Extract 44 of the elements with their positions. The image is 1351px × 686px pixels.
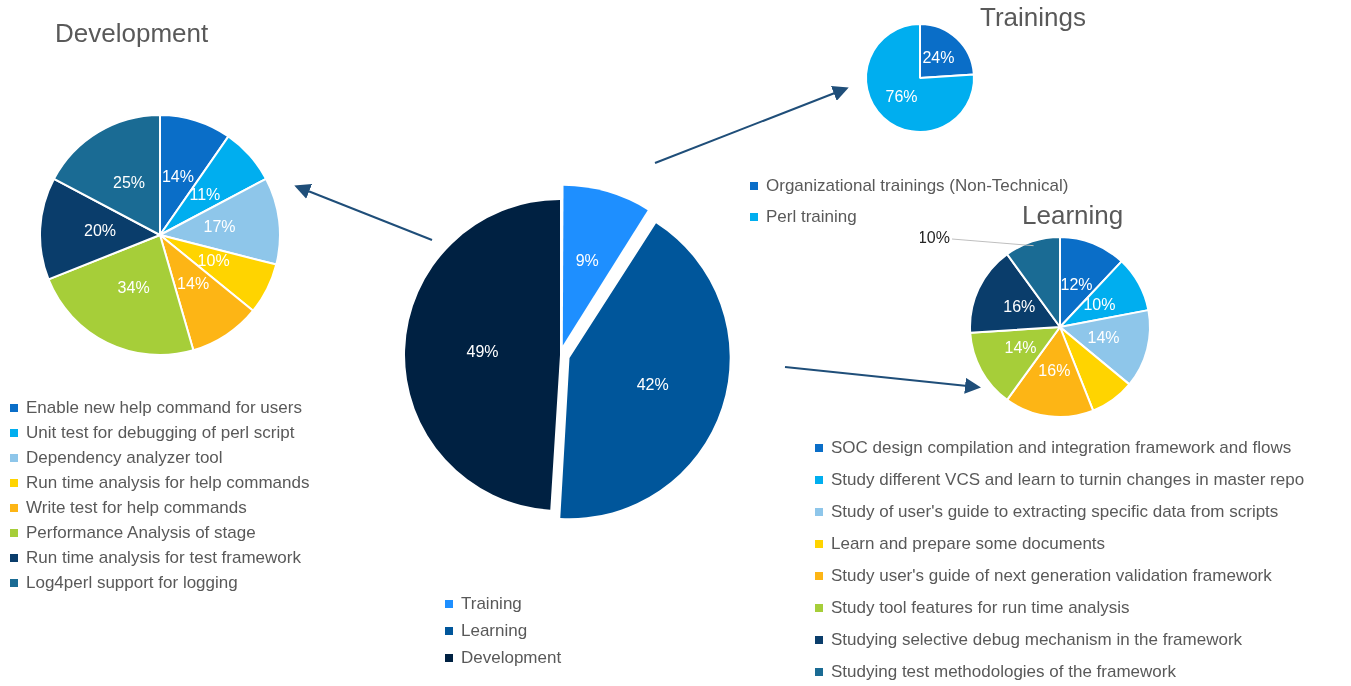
data-label: 10% bbox=[917, 229, 950, 247]
data-label: 76% bbox=[885, 88, 918, 106]
data-label: 24% bbox=[922, 48, 955, 66]
data-label: 12% bbox=[1060, 275, 1093, 293]
data-label: 10% bbox=[197, 252, 230, 270]
data-label: 42% bbox=[636, 375, 669, 393]
legend-label: Study different VCS and learn to turnin changes in master repo bbox=[831, 470, 1305, 490]
legend-label: Studying test methodologies of the framework bbox=[831, 662, 1176, 682]
legend-label: Write test for help commands bbox=[26, 497, 247, 518]
data-label: 34% bbox=[117, 279, 150, 297]
legend-label: Learning bbox=[461, 620, 528, 641]
legend-label: Enable new help command for users bbox=[26, 397, 302, 418]
chart-title: Development bbox=[55, 18, 209, 49]
legend-label: Training bbox=[461, 593, 522, 614]
data-label: 11% bbox=[189, 185, 221, 203]
legend-label: Unit test for debugging of perl script bbox=[26, 422, 295, 443]
legend-label: Study tool features for run time analysis bbox=[831, 598, 1130, 618]
legend-label: Study user's guide of next generation validation framework bbox=[831, 566, 1272, 586]
data-label: 20% bbox=[84, 222, 117, 240]
data-label: 14% bbox=[1004, 339, 1037, 357]
legend-label: Learn and prepare some documents bbox=[831, 534, 1106, 554]
data-label: 16% bbox=[1038, 362, 1071, 380]
data-label: 10% bbox=[1083, 295, 1116, 313]
legend-label: Dependency analyzer tool bbox=[26, 447, 223, 468]
data-label: 9% bbox=[575, 251, 599, 269]
data-label: 14% bbox=[1087, 328, 1120, 346]
data-label: 14% bbox=[177, 275, 210, 293]
data-label: 14% bbox=[161, 168, 194, 186]
legend-label: Study of user's guide to extracting specific data from scripts bbox=[831, 502, 1279, 522]
data-label: 17% bbox=[203, 218, 236, 236]
legend-label: Performance Analysis of stage bbox=[26, 522, 256, 543]
legend-label: SOC design compilation and integration framework and flows bbox=[831, 438, 1292, 458]
legend-label: Perl training bbox=[766, 206, 857, 227]
legend-label: Log4perl support for logging bbox=[26, 572, 238, 593]
legend-label: Run time analysis for help commands bbox=[26, 472, 310, 493]
chart-title: Learning bbox=[1022, 200, 1124, 231]
legend-label: Run time analysis for test framework bbox=[26, 547, 301, 568]
legend-label: Development bbox=[461, 647, 562, 668]
data-label: 16% bbox=[1003, 298, 1036, 316]
data-label: 49% bbox=[466, 342, 499, 360]
legend-label: Studying selective debug mechanism in the framework bbox=[831, 630, 1243, 650]
chart-title: Trainings bbox=[980, 2, 1086, 33]
legend-label: Organizational trainings (Non-Technical) bbox=[766, 175, 1069, 196]
data-label: 25% bbox=[113, 173, 146, 191]
